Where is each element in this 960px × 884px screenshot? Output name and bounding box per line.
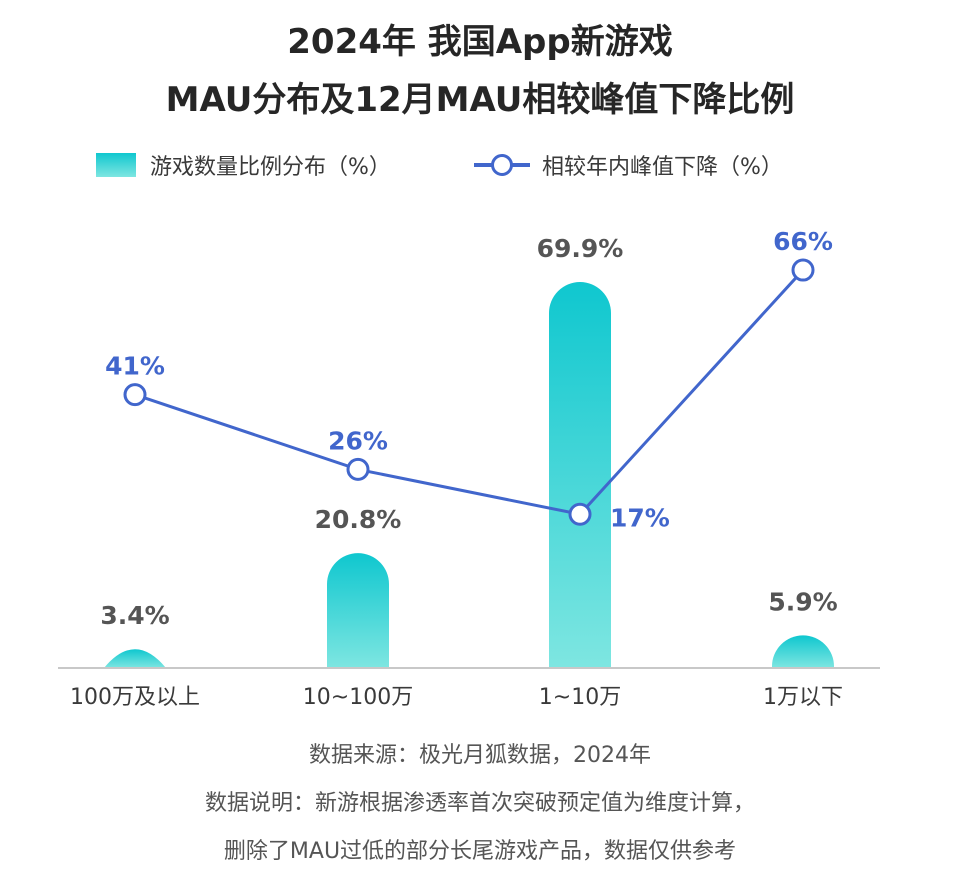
- line-point-marker: [346, 457, 370, 481]
- legend-bar-label: 游戏数量比例分布（%）: [150, 155, 391, 180]
- line-value-label: 26%: [328, 426, 388, 455]
- legend-line-marker-icon: [474, 153, 530, 177]
- legend-item-line-series: 相较年内峰值下降（%）: [474, 145, 783, 185]
- line-point-marker: [123, 383, 147, 407]
- line-value-label: 66%: [773, 227, 833, 256]
- legend-line-label: 相较年内峰值下降（%）: [542, 155, 783, 180]
- line-point-marker: [791, 258, 815, 282]
- x-tick-label: 1万以下: [763, 685, 843, 710]
- bar-value-label: 20.8%: [315, 505, 402, 534]
- combo-chart: 3.4%20.8%69.9%5.9% 41%26%17%66% 100万及以上 1…: [58, 227, 880, 710]
- bar-value-label: 3.4%: [100, 601, 169, 630]
- line-value-label: 41%: [105, 352, 165, 381]
- bar-1: [104, 649, 166, 668]
- x-tick-labels: 100万及以上 10~100万 1~10万 1万以下: [70, 685, 843, 710]
- chart-title-line2: MAU分布及12月MAU相较峰值下降比例: [165, 80, 795, 120]
- x-tick-label: 100万及以上: [70, 685, 200, 710]
- bar-value-label: 69.9%: [537, 234, 624, 263]
- data-description-line2: 删除了MAU过低的部分长尾游戏产品，数据仅供参考: [223, 839, 737, 864]
- chart-legend: 游戏数量比例分布（%） 相较年内峰值下降（%）: [0, 145, 960, 185]
- x-tick-label: 10~100万: [303, 685, 413, 710]
- bar-3: [549, 282, 611, 668]
- chart-title-line1: 2024年 我国App新游戏: [287, 22, 673, 62]
- data-source-note: 数据来源：极光月狐数据，2024年: [309, 743, 651, 768]
- bar-value-label: 5.9%: [768, 587, 837, 616]
- legend-item-bar-series: 游戏数量比例分布（%）: [96, 145, 391, 185]
- bar-2: [327, 553, 389, 668]
- line-point-marker: [568, 502, 592, 526]
- decline-series-line: [134, 269, 805, 516]
- legend-bar-swatch: [96, 153, 136, 177]
- bar-labels-layer: 3.4% 20.8% 69.9% 5.9%: [100, 234, 837, 630]
- line-value-label: 17%: [610, 503, 670, 532]
- bars-layer: [104, 282, 834, 668]
- data-description-line1: 数据说明：新游根据渗透率首次突破预定值为维度计算，: [204, 791, 755, 816]
- line-layer: 41% 26% 17% 66%: [105, 227, 833, 532]
- bar-4: [772, 635, 834, 668]
- x-tick-label: 1~10万: [539, 685, 621, 710]
